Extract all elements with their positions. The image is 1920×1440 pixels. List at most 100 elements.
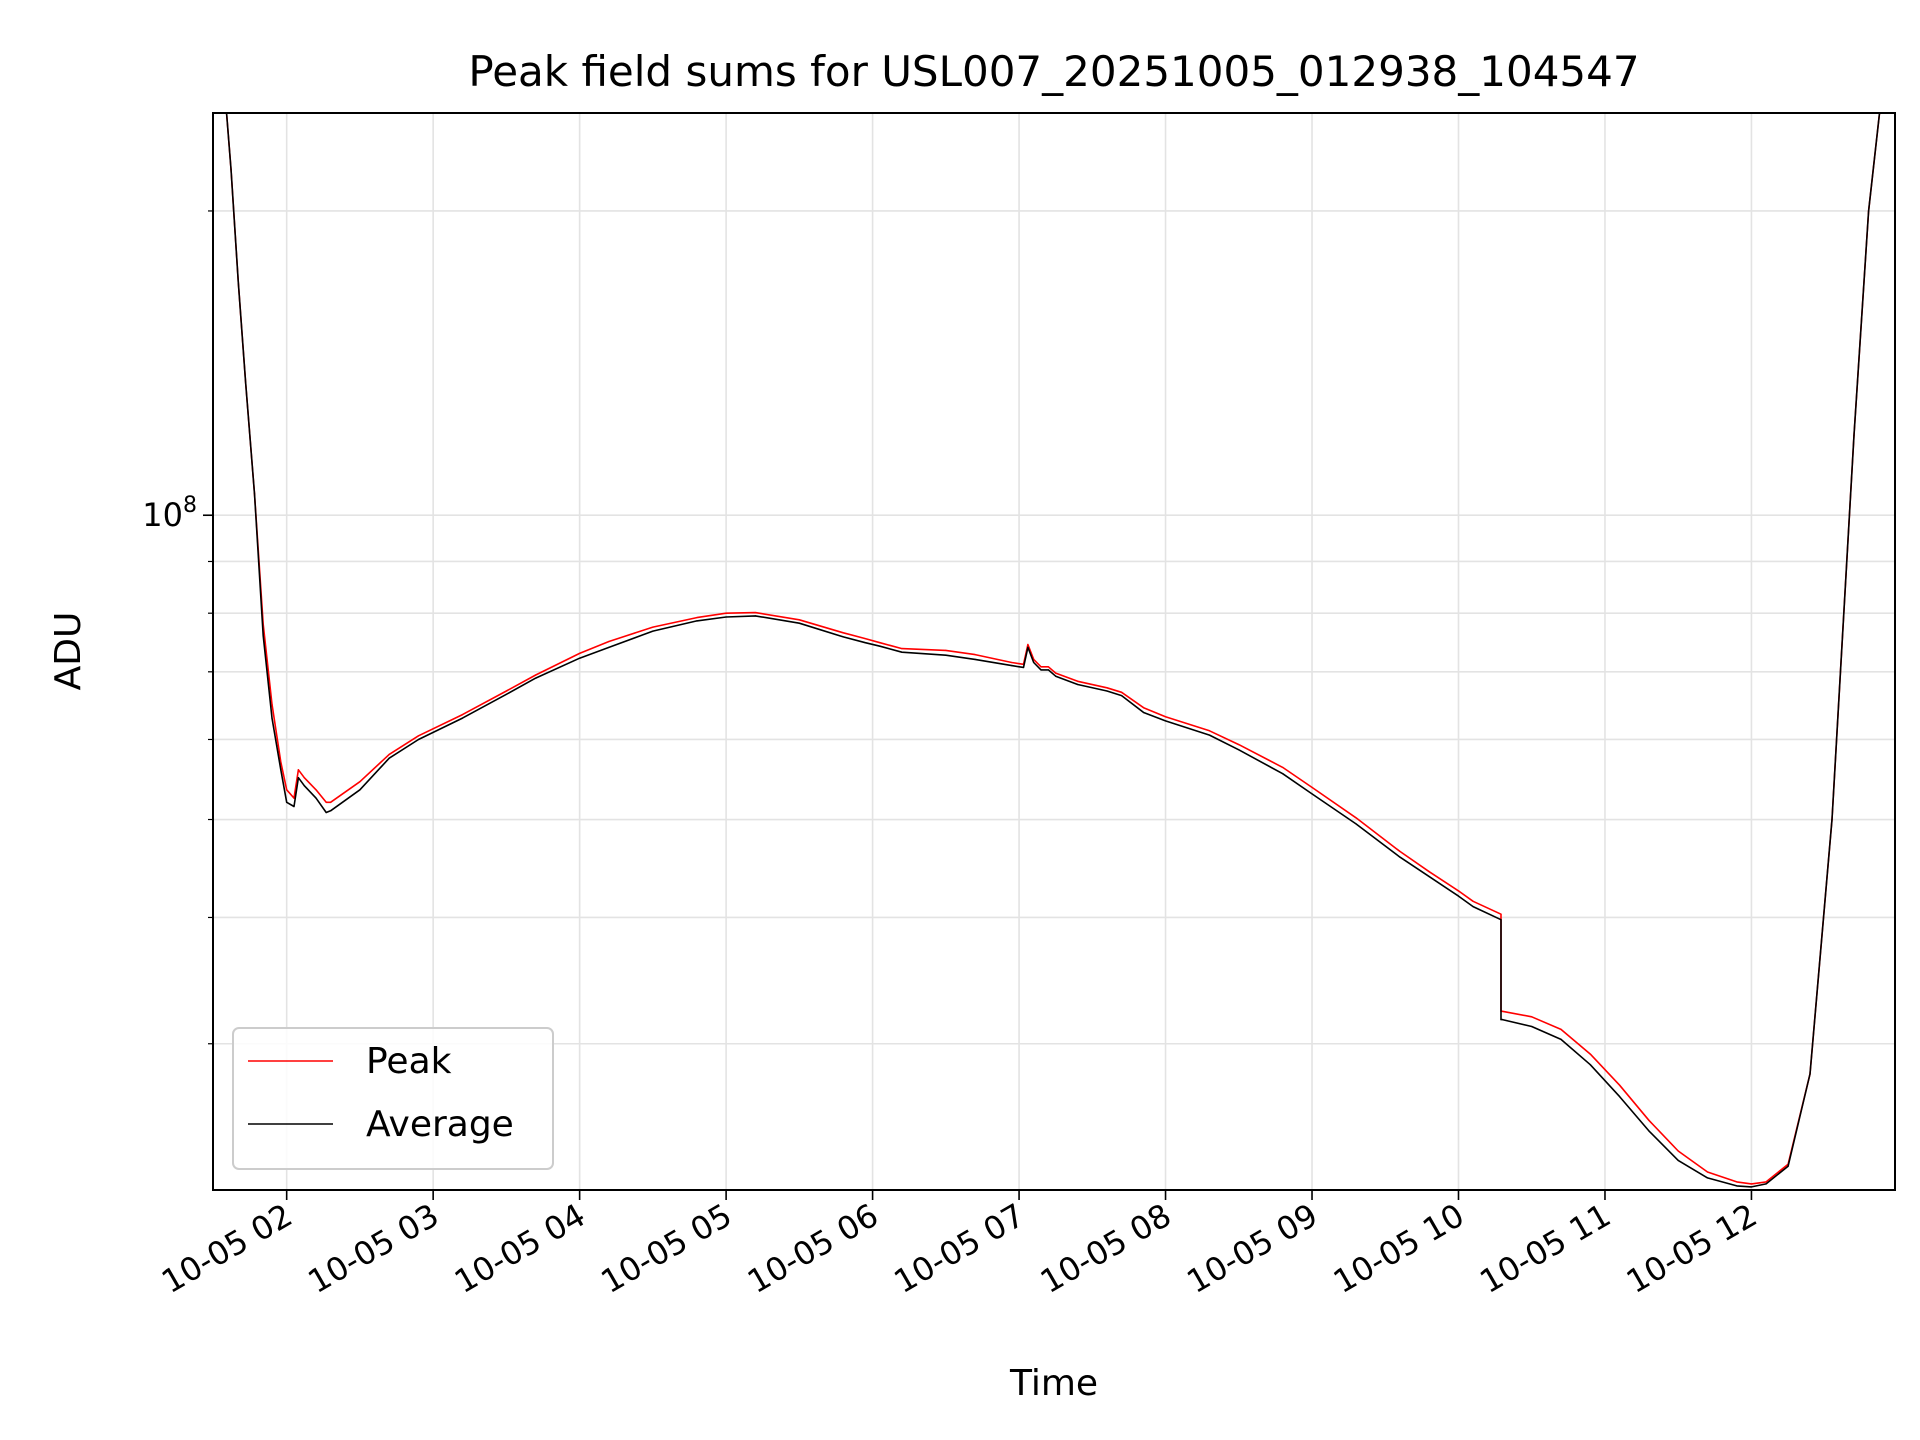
data-point-average	[1868, 210, 1870, 212]
data-point-average	[1501, 1019, 1503, 1021]
data-point-peak	[974, 654, 976, 656]
data-point-average	[1022, 666, 1025, 669]
data-point-average	[1765, 1183, 1767, 1185]
data-point-peak	[293, 797, 295, 799]
data-point-peak	[1238, 744, 1240, 746]
data-point-average	[1648, 1130, 1650, 1132]
data-point-average	[325, 811, 327, 814]
data-point-peak	[1040, 666, 1042, 668]
data-point-average	[245, 382, 247, 385]
data-point-average	[388, 757, 390, 759]
data-point-peak	[879, 642, 881, 644]
data-point-peak	[417, 735, 420, 737]
data-point-average	[1736, 1185, 1738, 1187]
data-point-average	[303, 785, 305, 787]
data-point-average	[1531, 1025, 1533, 1028]
data-point-average	[1457, 895, 1460, 897]
data-point-average	[754, 615, 757, 617]
data-point-average	[271, 717, 273, 719]
data-point-peak	[1143, 707, 1145, 709]
data-point-average	[725, 616, 727, 618]
data-point-average	[1011, 665, 1013, 667]
data-point-average	[1500, 1019, 1502, 1021]
data-point-average	[1143, 711, 1145, 714]
data-point-average	[315, 797, 317, 799]
y-axis-label: ADU	[48, 612, 89, 691]
data-point-average	[330, 810, 332, 812]
data-point-peak	[1560, 1028, 1562, 1030]
data-point-peak	[1355, 817, 1357, 819]
data-point-average	[230, 168, 232, 170]
data-point-peak	[1208, 730, 1211, 732]
data-point-peak	[1648, 1119, 1650, 1121]
data-point-average	[579, 657, 581, 659]
data-point-average	[1055, 675, 1057, 677]
data-point-average	[1027, 646, 1029, 649]
data-point-peak	[579, 652, 581, 655]
data-point-peak	[280, 761, 282, 763]
data-point-average	[901, 651, 903, 653]
data-point-peak	[461, 714, 464, 716]
data-point-peak	[864, 638, 866, 640]
data-point-average	[461, 717, 464, 719]
data-point-average	[1399, 856, 1401, 858]
data-point-average	[1809, 1073, 1811, 1075]
legend-box	[232, 1027, 554, 1170]
data-point-peak	[505, 690, 507, 692]
data-point-average	[1500, 919, 1502, 921]
data-point-average	[1077, 683, 1079, 686]
data-point-peak	[303, 777, 305, 779]
data-point-average	[864, 642, 866, 644]
series-line-average	[225, 113, 1881, 1188]
data-point-average	[293, 805, 295, 808]
data-point-average	[1706, 1177, 1709, 1179]
data-point-peak	[1047, 666, 1049, 668]
data-point-peak	[1399, 850, 1401, 853]
data-point-peak	[754, 612, 757, 614]
data-point-average	[1853, 434, 1855, 436]
data-point-average	[1106, 690, 1108, 692]
y-tick-label-base: 10	[142, 496, 183, 534]
data-point-peak	[1472, 900, 1474, 902]
data-point-average	[1047, 669, 1049, 671]
data-point-average	[1750, 1186, 1753, 1188]
data-point-average	[286, 801, 288, 803]
data-point-average	[505, 693, 507, 695]
data-point-average	[1619, 1096, 1621, 1098]
data-point-average	[262, 635, 264, 637]
series-layer	[225, 113, 1881, 1188]
data-point-peak	[1106, 687, 1108, 689]
data-point-average	[1560, 1038, 1562, 1040]
data-point-peak	[901, 648, 903, 650]
data-point-average	[1238, 749, 1240, 751]
data-point-peak	[842, 632, 844, 634]
data-point-average	[359, 789, 361, 791]
data-point-average	[652, 630, 654, 632]
data-point-peak	[1027, 643, 1029, 646]
data-point-average	[253, 493, 256, 495]
data-point-average	[280, 769, 282, 771]
data-point-peak	[1736, 1181, 1738, 1183]
data-point-peak	[535, 674, 537, 676]
data-point-peak	[1055, 672, 1057, 674]
data-point-peak	[271, 703, 273, 705]
data-point-average	[1589, 1064, 1591, 1066]
y-tick-label-exponent: 8	[183, 493, 197, 518]
data-point-peak	[1457, 890, 1460, 892]
data-point-average	[608, 646, 610, 649]
data-point-peak	[1077, 680, 1079, 682]
data-point-average	[1472, 906, 1474, 908]
data-point-average	[1677, 1159, 1679, 1161]
data-point-average	[535, 677, 537, 679]
data-point-average	[974, 658, 976, 661]
data-point-average	[1831, 818, 1833, 821]
legend-label-average: Average	[366, 1104, 514, 1145]
data-point-peak	[1121, 691, 1123, 693]
legend-label-peak: Peak	[366, 1041, 452, 1082]
data-point-peak	[945, 649, 947, 652]
chart-title: Peak field sums for USL007_20251005_0129…	[468, 47, 1639, 96]
data-point-peak	[1750, 1183, 1753, 1185]
data-point-average	[1311, 793, 1313, 795]
data-point-average	[237, 281, 239, 283]
